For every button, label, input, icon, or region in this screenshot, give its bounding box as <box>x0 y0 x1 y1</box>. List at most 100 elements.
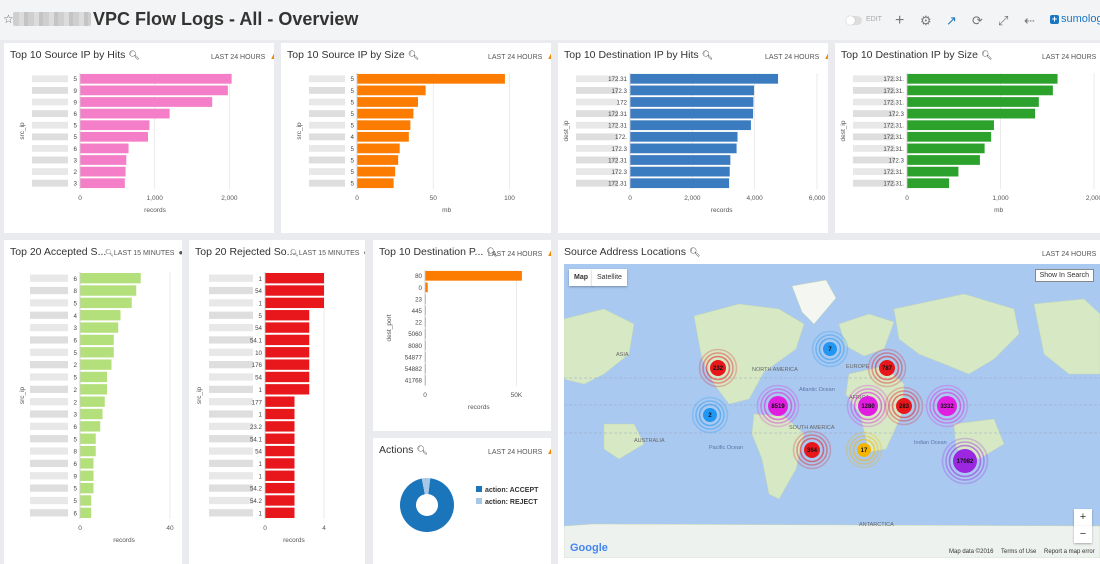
bar[interactable] <box>357 120 411 131</box>
bar[interactable] <box>357 73 505 84</box>
donut-slice[interactable] <box>400 478 454 532</box>
gear-icon[interactable]: ⚙ <box>920 13 932 28</box>
bar[interactable] <box>630 108 754 119</box>
search-icon[interactable]: 🔍︎ <box>128 50 140 60</box>
bar[interactable] <box>80 445 96 457</box>
add-icon[interactable]: + <box>895 12 905 29</box>
bar[interactable] <box>265 433 295 444</box>
cluster-marker[interactable] <box>710 360 726 376</box>
cluster-marker[interactable] <box>703 408 717 422</box>
bar[interactable] <box>630 97 754 107</box>
bar[interactable] <box>265 445 295 457</box>
bar[interactable] <box>907 97 1039 107</box>
cluster-marker[interactable] <box>896 398 912 414</box>
cluster-marker[interactable] <box>804 442 820 458</box>
fullscreen-icon[interactable]: ⤢ <box>998 13 1009 28</box>
search-icon[interactable]: 🔍︎ <box>416 445 428 455</box>
bar[interactable] <box>80 155 127 165</box>
bar[interactable] <box>265 396 295 407</box>
bar[interactable] <box>265 384 310 395</box>
bar[interactable] <box>80 310 121 321</box>
bar[interactable] <box>630 178 730 189</box>
exit-icon[interactable]: ⇠ <box>1024 13 1035 28</box>
bar[interactable] <box>80 178 125 189</box>
bar[interactable] <box>265 495 295 506</box>
bar[interactable] <box>907 85 1053 96</box>
info-icon[interactable]: ● <box>363 248 365 257</box>
bar[interactable] <box>265 470 295 481</box>
bar[interactable] <box>425 282 428 293</box>
bar[interactable] <box>265 310 310 321</box>
bar[interactable] <box>357 178 394 189</box>
bar[interactable] <box>80 396 105 407</box>
bar[interactable] <box>80 97 213 107</box>
bar[interactable] <box>357 108 414 119</box>
cluster-marker[interactable] <box>937 396 957 416</box>
bar[interactable] <box>630 85 755 96</box>
bar[interactable] <box>265 297 324 309</box>
refresh-icon[interactable]: ⟳ <box>972 13 983 28</box>
zoom-out-button[interactable]: − <box>1074 526 1092 543</box>
bar[interactable] <box>630 155 731 165</box>
cluster-marker[interactable] <box>823 342 837 356</box>
info-icon[interactable]: ● <box>178 248 182 257</box>
bar[interactable] <box>80 322 119 333</box>
bar[interactable] <box>357 166 396 177</box>
bar[interactable] <box>357 97 418 107</box>
bar[interactable] <box>80 131 148 142</box>
bar[interactable] <box>265 482 295 494</box>
search-icon[interactable]: 🔍︎ <box>701 50 714 60</box>
bar[interactable] <box>80 408 103 420</box>
bar[interactable] <box>907 178 950 189</box>
bar[interactable] <box>265 359 310 370</box>
star-icon[interactable]: ☆ <box>3 12 14 26</box>
show-in-search-button[interactable]: Show In Search <box>1034 269 1094 282</box>
zoom-in-button[interactable]: + <box>1074 509 1092 526</box>
bar[interactable] <box>80 482 94 494</box>
bar[interactable] <box>80 334 114 346</box>
bar[interactable] <box>80 495 92 506</box>
bar[interactable] <box>265 347 310 358</box>
bar[interactable] <box>907 155 980 165</box>
bar[interactable] <box>80 272 141 284</box>
bar[interactable] <box>80 359 112 370</box>
bar[interactable] <box>907 166 959 177</box>
bar[interactable] <box>265 458 295 469</box>
bar[interactable] <box>80 73 232 84</box>
cluster-markers[interactable]: 232 7 787 2 8519 1280 283 3332 364 17 17082 <box>691 330 989 485</box>
bar[interactable] <box>80 470 94 481</box>
bar[interactable] <box>80 120 150 131</box>
bar[interactable] <box>357 143 400 154</box>
bar[interactable] <box>265 334 310 346</box>
search-icon[interactable]: 🔍︎ <box>980 50 993 60</box>
search-icon[interactable]: 🔍︎ <box>105 250 114 257</box>
bar[interactable] <box>80 433 96 444</box>
bar[interactable] <box>630 143 737 154</box>
bar[interactable] <box>80 108 170 119</box>
bar[interactable] <box>80 371 107 383</box>
bar[interactable] <box>265 371 310 383</box>
edit-toggle[interactable] <box>846 16 862 25</box>
cluster-marker[interactable] <box>858 396 878 416</box>
bar[interactable] <box>630 166 730 177</box>
bar[interactable] <box>357 131 409 142</box>
search-icon[interactable]: 🔍︎ <box>486 247 498 257</box>
share-icon[interactable]: ↗ <box>946 13 957 28</box>
bar[interactable] <box>265 322 310 333</box>
bar[interactable] <box>907 120 994 131</box>
bar[interactable] <box>265 507 295 519</box>
bar[interactable] <box>357 155 399 165</box>
bar[interactable] <box>265 285 324 296</box>
bar[interactable] <box>80 458 94 469</box>
bar[interactable] <box>907 143 985 154</box>
bar[interactable] <box>357 85 426 96</box>
bar[interactable] <box>425 270 522 281</box>
search-icon[interactable]: 🔍︎ <box>407 50 420 60</box>
terms-link[interactable]: Terms of Use <box>1001 549 1037 555</box>
cluster-marker[interactable] <box>857 443 871 457</box>
bar[interactable] <box>630 120 751 131</box>
bar[interactable] <box>80 347 114 358</box>
search-icon[interactable]: 🔍︎ <box>689 247 701 257</box>
bar[interactable] <box>80 285 137 296</box>
bar[interactable] <box>80 143 129 154</box>
